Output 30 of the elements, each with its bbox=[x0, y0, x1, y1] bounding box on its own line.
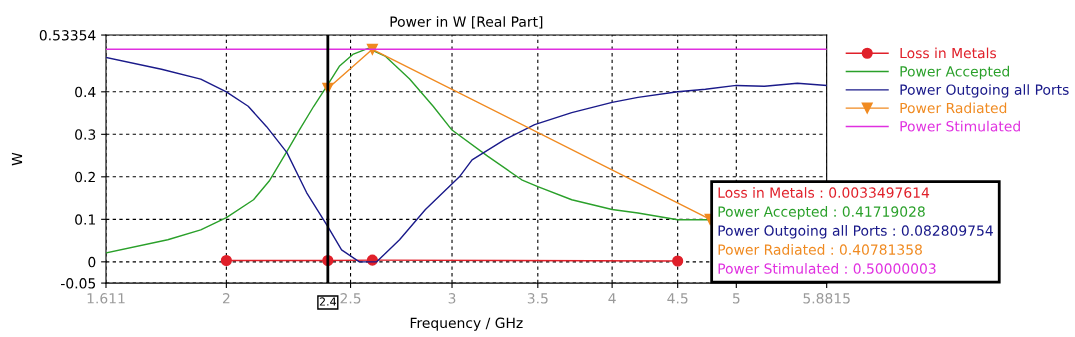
legend-label: Power Accepted bbox=[900, 65, 1009, 80]
x-tick-label: 3 bbox=[448, 293, 456, 304]
annotation: Power Outgoing all Ports : 0.082809754 bbox=[718, 225, 993, 239]
annotation: Loss in Metals : 0.0033497614 bbox=[718, 187, 930, 198]
x-tick-label: 3.5 bbox=[527, 293, 548, 304]
x-tick-label: 1.611 bbox=[87, 293, 125, 304]
ref-line-label: 2.4 bbox=[319, 297, 337, 306]
legend-label: Power Stimulated bbox=[900, 120, 1020, 132]
x-tick-label: 2 bbox=[222, 293, 230, 304]
annotation: Power Accepted : 0.41719028 bbox=[718, 206, 925, 220]
x-tick-label: 4.5 bbox=[667, 293, 688, 304]
y-tick-label: 0.1 bbox=[75, 214, 95, 225]
y-axis-title: W bbox=[11, 152, 23, 166]
y-tick-label: -0.05 bbox=[61, 278, 96, 289]
x-tick-label: 5.8815 bbox=[803, 293, 850, 304]
annotation: Power Radiated : 0.40781358 bbox=[718, 244, 922, 255]
y-tick-label: 0.3 bbox=[75, 129, 96, 140]
legend-label: Power Outgoing all Ports bbox=[900, 84, 1069, 98]
x-tick-label: 4 bbox=[608, 293, 616, 304]
legend-label: Loss in Metals bbox=[900, 47, 997, 59]
x-tick-label: 5 bbox=[732, 293, 740, 304]
y-tick-label: 0.2 bbox=[75, 171, 95, 183]
legend-label: Power Radiated bbox=[900, 102, 1007, 114]
x-tick-label: 2.5 bbox=[340, 293, 361, 304]
annotation: Power Stimulated : 0.50000003 bbox=[718, 263, 936, 274]
x-axis-title: Frequency / GHz bbox=[410, 317, 523, 331]
y-tick-label: 0.53354 bbox=[39, 30, 96, 41]
chart-title: Power in W [Real Part] bbox=[390, 16, 543, 29]
y-tick-label: 0.4 bbox=[75, 86, 96, 98]
y-tick-label: 0 bbox=[88, 256, 96, 268]
